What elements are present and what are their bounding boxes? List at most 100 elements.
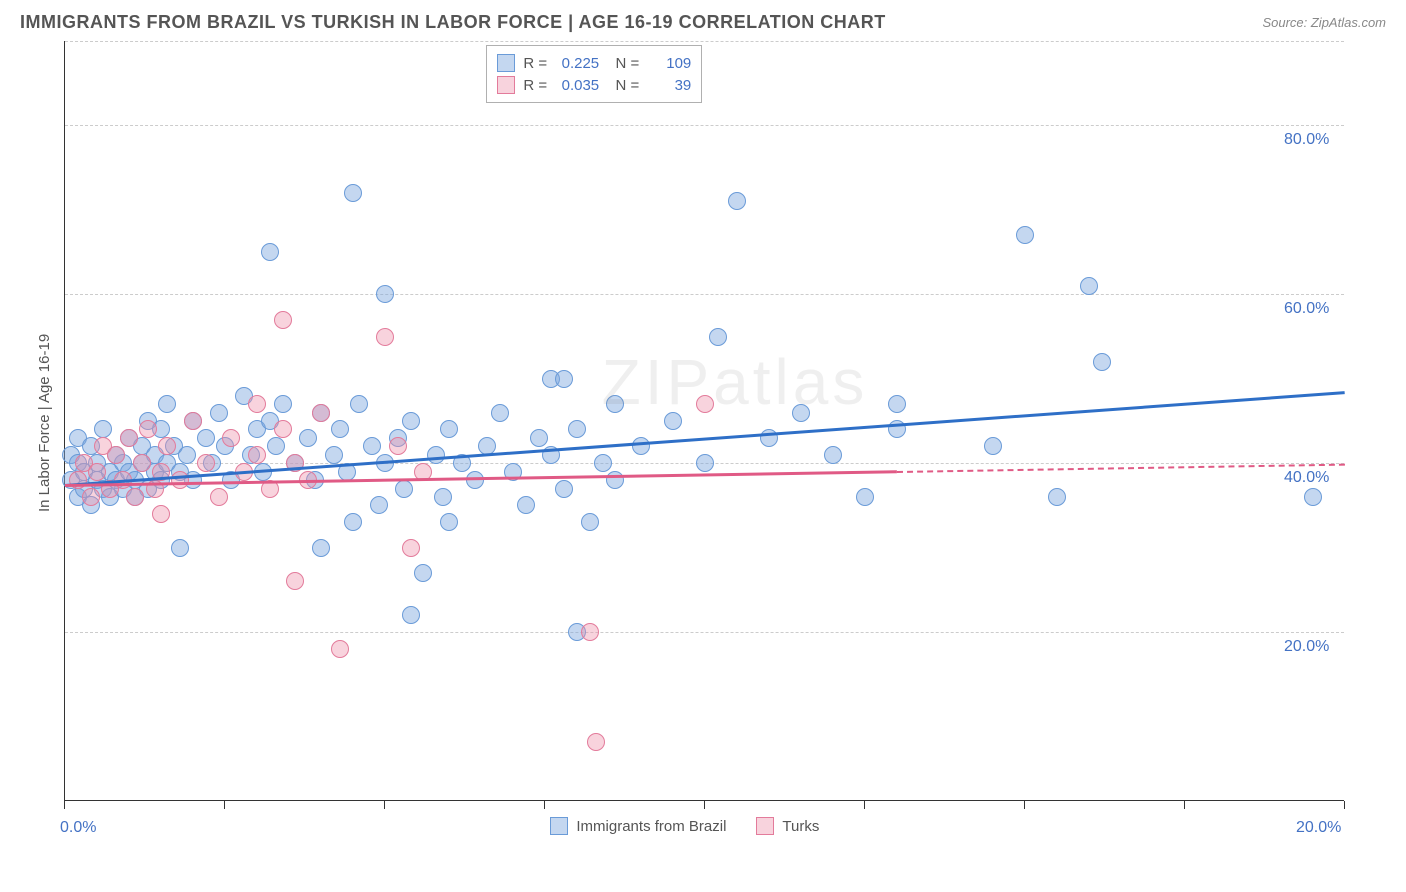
data-point <box>632 437 650 455</box>
data-point <box>152 505 170 523</box>
data-point <box>184 412 202 430</box>
data-point <box>261 243 279 261</box>
gridline <box>65 125 1344 126</box>
stat-r-value: 0.035 <box>555 77 599 94</box>
data-point <box>139 420 157 438</box>
data-point <box>696 454 714 472</box>
data-point <box>88 463 106 481</box>
data-point <box>440 513 458 531</box>
data-point <box>363 437 381 455</box>
data-point <box>856 488 874 506</box>
data-point <box>530 429 548 447</box>
gridline <box>65 294 1344 295</box>
data-point <box>440 420 458 438</box>
x-tick <box>1024 801 1025 809</box>
data-point <box>210 488 228 506</box>
legend-label: Turks <box>782 818 819 835</box>
legend-item: Turks <box>756 817 819 835</box>
data-point <box>402 412 420 430</box>
y-tick-label: 60.0% <box>1284 300 1329 318</box>
data-point <box>120 429 138 447</box>
x-tick <box>864 801 865 809</box>
data-point <box>126 488 144 506</box>
x-tick <box>544 801 545 809</box>
legend-label: Immigrants from Brazil <box>576 818 726 835</box>
x-tick <box>384 801 385 809</box>
data-point <box>331 420 349 438</box>
data-point <box>107 446 125 464</box>
legend-swatch <box>550 817 568 835</box>
data-point <box>171 539 189 557</box>
data-point <box>133 454 151 472</box>
x-tick <box>64 801 65 809</box>
data-point <box>370 496 388 514</box>
x-tick <box>1184 801 1185 809</box>
stat-n-label: N = <box>607 77 639 94</box>
data-point <box>427 446 445 464</box>
y-tick-label: 20.0% <box>1284 638 1329 656</box>
data-point <box>414 564 432 582</box>
stats-legend: R = 0.225 N = 109R = 0.035 N = 39 <box>486 45 702 103</box>
data-point <box>664 412 682 430</box>
x-tick <box>224 801 225 809</box>
data-point <box>222 429 240 447</box>
data-point <box>434 488 452 506</box>
data-point <box>299 429 317 447</box>
data-point <box>568 420 586 438</box>
data-point <box>312 404 330 422</box>
stat-r-value: 0.225 <box>555 55 599 72</box>
stats-row: R = 0.035 N = 39 <box>497 74 691 96</box>
data-point <box>171 471 189 489</box>
stat-n-value: 109 <box>647 55 691 72</box>
data-point <box>331 640 349 658</box>
data-point <box>325 446 343 464</box>
legend-swatch <box>756 817 774 835</box>
data-point <box>709 328 727 346</box>
data-point <box>286 572 304 590</box>
data-point <box>267 437 285 455</box>
data-point <box>274 395 292 413</box>
stat-n-label: N = <box>607 55 639 72</box>
data-point <box>402 606 420 624</box>
data-point <box>210 404 228 422</box>
x-tick-label: 0.0% <box>60 819 96 837</box>
data-point <box>376 285 394 303</box>
data-point <box>274 311 292 329</box>
data-point <box>248 395 266 413</box>
y-tick-label: 40.0% <box>1284 469 1329 487</box>
data-point <box>344 513 362 531</box>
legend-swatch <box>497 54 515 72</box>
data-point <box>158 395 176 413</box>
data-point <box>312 539 330 557</box>
data-point <box>606 395 624 413</box>
data-point <box>1093 353 1111 371</box>
trendline-extrapolated <box>897 463 1345 472</box>
stats-row: R = 0.225 N = 109 <box>497 52 691 74</box>
data-point <box>555 370 573 388</box>
data-point <box>158 437 176 455</box>
data-point <box>581 623 599 641</box>
data-point <box>587 733 605 751</box>
y-tick-label: 80.0% <box>1284 131 1329 149</box>
data-point <box>1080 277 1098 295</box>
x-tick <box>1344 801 1345 809</box>
data-point <box>350 395 368 413</box>
y-axis-label: In Labor Force | Age 16-19 <box>36 334 53 512</box>
data-point <box>389 437 407 455</box>
data-point <box>1016 226 1034 244</box>
data-point <box>69 471 87 489</box>
data-point <box>82 488 100 506</box>
chart-title: IMMIGRANTS FROM BRAZIL VS TURKISH IN LAB… <box>20 12 886 33</box>
data-point <box>792 404 810 422</box>
data-point <box>606 471 624 489</box>
stat-r-label: R = <box>523 55 547 72</box>
data-point <box>395 480 413 498</box>
series-legend: Immigrants from Brazil Turks <box>550 817 819 835</box>
x-tick <box>704 801 705 809</box>
x-tick-label: 20.0% <box>1296 819 1341 837</box>
data-point <box>197 429 215 447</box>
data-point <box>728 192 746 210</box>
data-point <box>555 480 573 498</box>
data-point <box>402 539 420 557</box>
plot-area <box>64 41 1344 801</box>
